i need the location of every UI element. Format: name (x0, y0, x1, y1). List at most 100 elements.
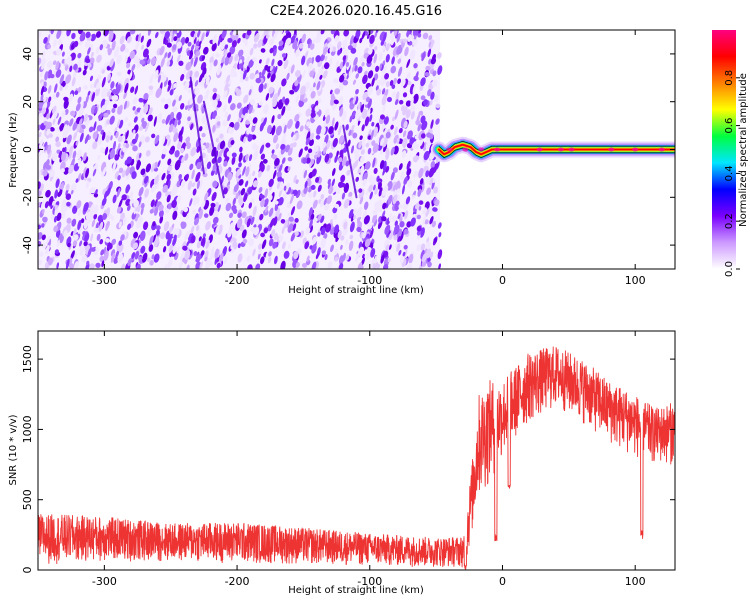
spectrogram-noise-cell (368, 175, 374, 184)
spectrogram-noise-cell (410, 96, 414, 107)
spectrogram-noise-cell (337, 49, 341, 56)
spectrogram-noise-cell (172, 106, 177, 113)
spectrogram-noise-cell (304, 129, 309, 136)
spectrogram-noise-cell (120, 44, 126, 52)
spectrogram-noise-cell (172, 127, 178, 134)
spectrogram-noise-cell (248, 202, 253, 209)
snr-y-tick-label: 1000 (21, 415, 34, 443)
spectrogram-noise-cell (308, 138, 314, 147)
spectrogram-noise-cell (199, 261, 204, 269)
spectrogram-noise-cell (211, 42, 217, 52)
spectrogram-noise-cell (187, 180, 193, 191)
spectrogram-noise-cell (143, 221, 149, 231)
spectrogram-noise-cell (252, 117, 258, 124)
spectrogram-noise-cell (246, 55, 250, 64)
spectrogram-noise-cell (395, 91, 400, 102)
spectrogram-noise-cell (216, 65, 222, 76)
spectrogram-noise-cell (263, 198, 269, 208)
spectrogram-noise-cell (109, 115, 115, 125)
spectrogram-noise-cell (79, 240, 83, 247)
spectrogram-noise-cell (399, 221, 405, 228)
spectrogram-noise-cell (74, 90, 79, 95)
spectrogram-noise-cell (267, 256, 272, 264)
spectrogram-noise-cell (355, 253, 359, 263)
spectrogram-noise-cell (236, 89, 242, 97)
spectrogram-noise-cell (217, 204, 221, 213)
spectrogram-noise-cell (205, 142, 210, 149)
spectrogram-noise-cell (201, 76, 206, 88)
spectrogram-noise-cell (362, 231, 366, 239)
spectrogram-noise-cell (301, 55, 306, 66)
spectrogram-noise-cell (101, 39, 108, 49)
spectrogram-noise-cell (55, 91, 60, 98)
spectrogram-noise-cell (290, 232, 296, 242)
spectrogram-noise-cell (223, 187, 228, 195)
colorbar-tick-label: 0.4 (724, 165, 735, 181)
spectrogram-noise-cell (162, 184, 169, 193)
spectrogram-noise-cell (83, 202, 89, 212)
spectrogram-noise-cell (101, 260, 105, 268)
spectrogram-noise-cell (174, 159, 181, 171)
spectrogram-noise-cell (322, 141, 327, 149)
spectrogram-noise-cell (403, 176, 408, 185)
spectrogram-noise-cell (409, 49, 416, 60)
spectrogram-noise-cell (62, 124, 68, 135)
spectrogram-noise-cell (382, 31, 387, 43)
spectrogram-noise-cell (47, 44, 52, 49)
spectrogram-noise-cell (422, 216, 426, 225)
spectrogram-noise-cell (138, 152, 142, 159)
spectrogram-noise-cell (347, 139, 351, 147)
spectrogram-noise-cell (302, 157, 308, 164)
spectrogram-noise-cell (273, 233, 279, 241)
spectrogram-noise-cell (397, 213, 401, 220)
spectrogram-noise-cell (52, 60, 57, 66)
spectrogram-noise-cell (131, 138, 137, 145)
spectrogram-noise-cell (260, 153, 266, 160)
spectrogram-noise-cell (437, 52, 442, 59)
spectrogram-noise-cell (310, 184, 316, 190)
colorbar-ticks: 0.0 0.2 0.4 0.6 0.8 (724, 70, 740, 277)
spectrogram-noise-cell (204, 256, 208, 262)
spectrogram-noise-cell (79, 132, 84, 143)
spectrogram-noise-cell (397, 236, 401, 243)
spectrogram-noise-cell (191, 182, 196, 188)
spectrogram-noise-cell (182, 257, 186, 263)
spectrogram-noise-cell (180, 221, 187, 229)
spectrogram-noise-cell (101, 131, 106, 141)
spectrogram-noise-cell (85, 168, 90, 178)
spectrogram-noise-cell (111, 39, 116, 51)
spectrogram-noise-cell (89, 75, 94, 82)
spectrogram-noise-cell (150, 184, 156, 193)
spectrogram-noise-cell (286, 182, 291, 189)
spectrogram-noise-cell (338, 82, 344, 91)
spectrogram-noise-cell (90, 233, 94, 242)
spectrogram-noise-cell (263, 227, 269, 234)
spectrogram-noise-cell (209, 206, 215, 216)
spectrogram-noise-cell (178, 173, 182, 179)
spectrogram-noise-cell (96, 233, 101, 241)
spectrogram-noise-cell (375, 65, 380, 73)
spectrogram-noise-cell (167, 82, 172, 92)
spectrogram-noise-cell (38, 112, 43, 118)
spectrogram-noise-cell (60, 168, 65, 173)
spectrogram-noise-cell (367, 70, 374, 79)
spectrogram-noise-cell (373, 218, 378, 227)
spectrogram-noise-cell (201, 132, 206, 138)
spectrogram-noise-cell (354, 65, 358, 72)
spectrogram-noise-cell (40, 85, 45, 96)
spectrogram-noise-cell (385, 54, 390, 63)
spectrogram-noise-cell (334, 256, 338, 262)
spectrogram-noise-cell (298, 148, 303, 158)
spectrogram-noise-cell (79, 102, 84, 113)
spectrogram-noise-cell (153, 116, 157, 127)
spectrogram-noise-cell (389, 80, 394, 86)
spectrogram-noise-cell (219, 140, 226, 150)
spectrogram-noise-cell (77, 86, 82, 93)
spectrogram-noise-cell (41, 223, 45, 228)
spectrogram-noise-cell (107, 48, 112, 56)
spectrogram-noise-cell (72, 120, 78, 131)
spectrogram-noise-cell (205, 75, 210, 85)
spectrogram-noise-cell (80, 124, 86, 130)
spectrogram-noise-cell (381, 121, 385, 132)
spectrogram-noise-cell (331, 167, 336, 177)
